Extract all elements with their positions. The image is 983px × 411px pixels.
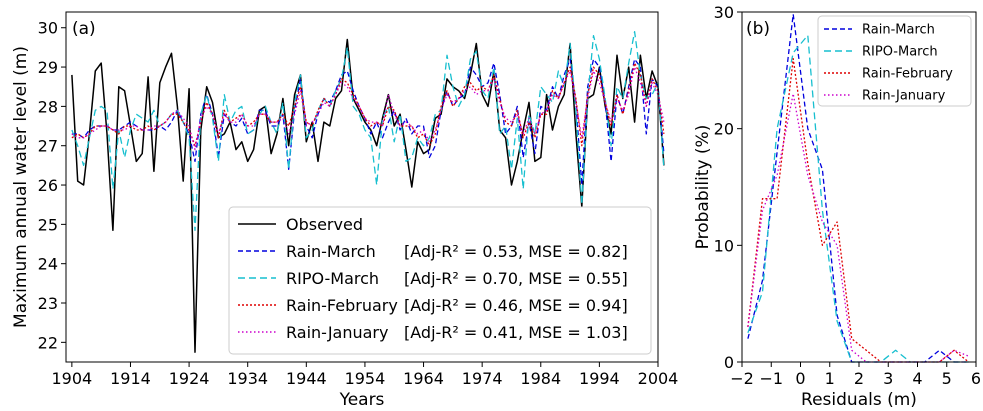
x-tick-label: 1934 <box>227 369 268 388</box>
x-tick-label: 5 <box>942 369 952 388</box>
panel-b: −2 −1 0 1 2 3 4 5 6 0 10 20 30 (b) Residuals (m) Pro… <box>693 3 981 410</box>
panel-a-legend-box <box>228 206 652 355</box>
x-tick-label: 3 <box>883 369 893 388</box>
series-line-rain-february <box>747 58 970 363</box>
y-tick-label: 28 <box>38 97 58 116</box>
legend-stats: [Adj-R² = 0.46, MSE = 0.94] <box>404 296 628 315</box>
x-tick-label: 6 <box>971 369 981 388</box>
x-tick-label: 1924 <box>169 369 210 388</box>
panel-a: 1904 1914 1924 1934 1944 1954 1964 1974 1984 1994… <box>11 11 679 410</box>
legend-label: Observed <box>286 215 363 234</box>
x-tick-label: −2 <box>730 369 754 388</box>
x-tick-label: 4 <box>912 369 922 388</box>
panel-a-series <box>71 31 665 353</box>
legend-label: Rain-February <box>286 296 398 315</box>
y-tick-label: 27 <box>38 137 58 156</box>
y-tick-label: 30 <box>38 19 58 38</box>
y-tick-label: 20 <box>714 120 734 139</box>
x-tick-label: 1974 <box>462 369 503 388</box>
y-tick-label: 30 <box>714 3 734 22</box>
x-tick-label: 2004 <box>638 369 679 388</box>
x-tick-label: 1954 <box>345 369 386 388</box>
x-tick-label: 1904 <box>52 369 93 388</box>
x-tick-label: −1 <box>759 369 783 388</box>
panel-a-ticks: 1904 1914 1924 1934 1944 1954 1964 1974 1984 1994… <box>38 19 679 388</box>
series-line-rain-january <box>71 66 665 151</box>
x-tick-label: 0 <box>795 369 805 388</box>
legend-label: RIPO-March <box>862 45 938 60</box>
legend-label: Rain-January <box>862 89 946 104</box>
y-tick-label: 24 <box>38 255 58 274</box>
panel-b-xlabel: Residuals (m) <box>801 390 917 410</box>
legend-stats: [Adj-R² = 0.41, MSE = 1.03] <box>404 323 628 342</box>
x-tick-label: 2 <box>854 369 864 388</box>
x-tick-label: 1914 <box>110 369 151 388</box>
legend-label: RIPO-March <box>286 269 379 288</box>
legend-label: Rain-February <box>862 67 953 82</box>
legend-label: Rain-March <box>862 23 935 38</box>
panel-b-legend-box <box>817 15 972 107</box>
y-tick-label: 0 <box>724 353 734 372</box>
y-tick-label: 26 <box>38 176 58 195</box>
y-tick-label: 23 <box>38 294 58 313</box>
y-tick-label: 10 <box>714 236 734 255</box>
panel-b-ylabel: Probability (%) <box>693 125 713 250</box>
y-tick-label: 29 <box>38 58 58 77</box>
y-tick-label: 25 <box>38 215 58 234</box>
panel-a-legend: Observed Rain-March [Adj-R² = 0.53, MSE = … <box>228 206 652 355</box>
panel-a-label: (a) <box>72 19 96 39</box>
panel-a-frame <box>65 11 659 363</box>
x-tick-label: 1994 <box>579 369 620 388</box>
series-line-rain-march <box>71 58 665 186</box>
legend-stats: [Adj-R² = 0.53, MSE = 0.82] <box>404 242 628 261</box>
x-tick-label: 1964 <box>403 369 444 388</box>
x-tick-label: 1 <box>825 369 835 388</box>
y-tick-label: 22 <box>38 333 58 352</box>
panel-b-legend: Rain-March RIPO-March Rain-February Rain-Ja… <box>817 15 972 107</box>
panel-a-xlabel: Years <box>339 390 385 410</box>
panel-b-ticks: −2 −1 0 1 2 3 4 5 6 0 10 20 30 <box>714 3 981 388</box>
legend-label: Rain-January <box>286 323 388 342</box>
legend-stats: [Adj-R² = 0.70, MSE = 0.55] <box>404 269 628 288</box>
panel-a-ylabel: Maximum annual water level (m) <box>11 46 31 328</box>
panel-b-label: (b) <box>746 19 770 39</box>
legend-label: Rain-March <box>286 242 376 261</box>
x-tick-label: 1984 <box>520 369 561 388</box>
x-tick-label: 1944 <box>286 369 327 388</box>
